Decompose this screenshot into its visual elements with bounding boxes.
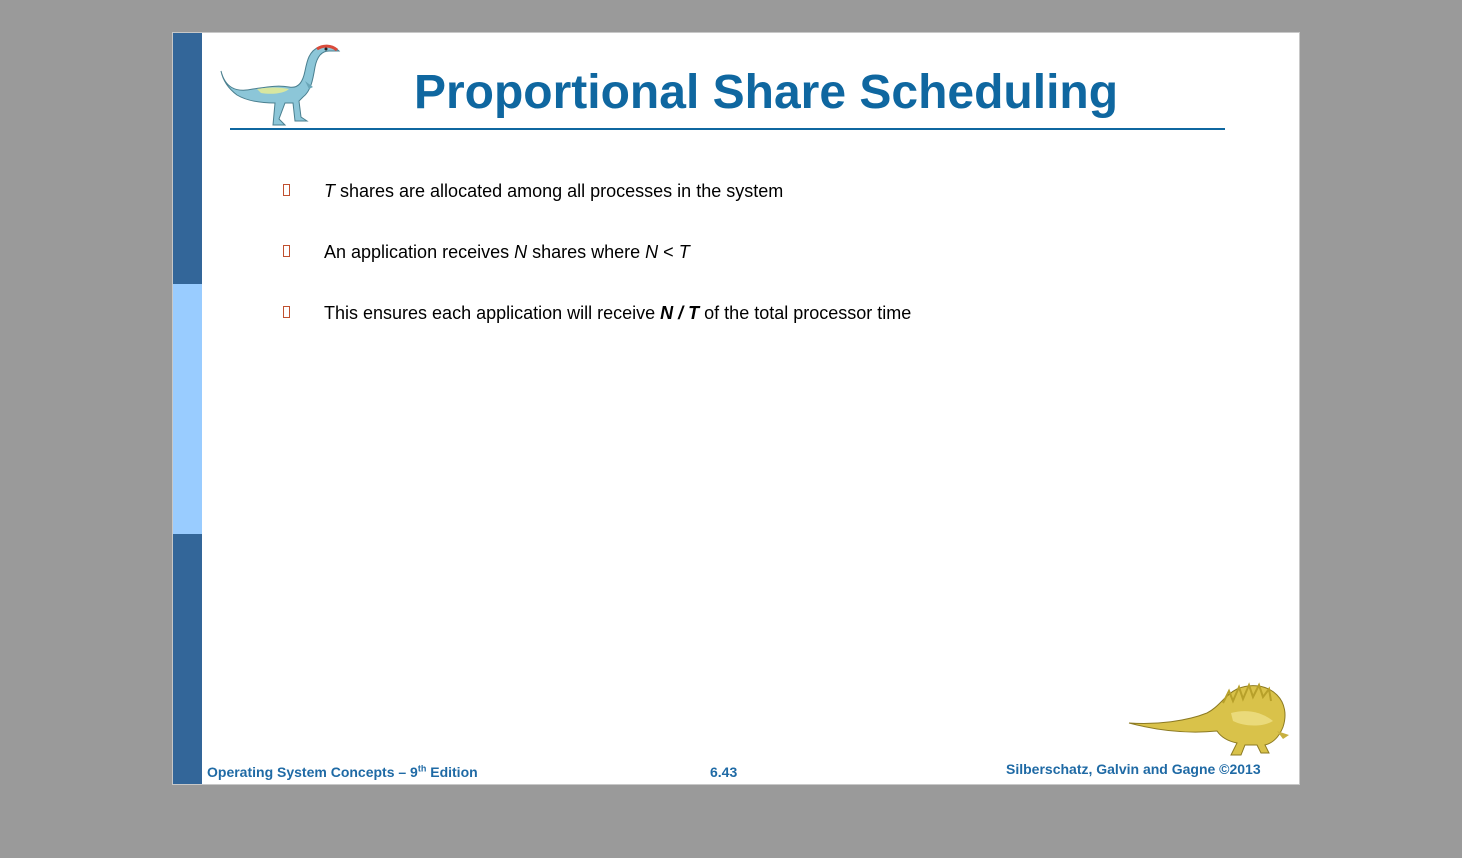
side-bar-middle-segment — [173, 284, 202, 534]
footer-authors: Silberschatz, Galvin and Gagne ©2013 — [1006, 761, 1261, 777]
side-bar-top-segment — [173, 33, 202, 284]
cond-var-t: T — [678, 242, 690, 262]
side-accent-bar — [173, 33, 202, 784]
square-bullet-icon — [283, 245, 290, 257]
side-bar-bottom-segment — [173, 534, 202, 784]
footer-edition-text: Edition — [426, 764, 478, 780]
cond-var-n: N — [645, 242, 659, 262]
square-bullet-icon — [283, 184, 290, 196]
dinosaur-icon — [1128, 682, 1289, 756]
bullet-body: shares are allocated among all processes… — [335, 181, 784, 201]
bullet-body: of the total processor time — [699, 303, 912, 323]
square-bullet-icon — [283, 306, 290, 318]
footer-ordinal-suffix: th — [417, 763, 427, 774]
ratio-n-over-t: N / T — [660, 303, 700, 323]
dinosaur-icon — [220, 44, 341, 126]
bullet-lead: This ensures each application will recei… — [324, 303, 661, 323]
var-n: N — [514, 242, 528, 262]
less-than: < — [658, 242, 679, 262]
bullet-text: This ensures each application will recei… — [324, 301, 911, 325]
slide-number: 6.43 — [710, 764, 738, 780]
slide: Proportional Share Scheduling T shares a… — [173, 33, 1299, 784]
footer-book-title: Operating System Concepts – 9th Edition — [207, 763, 478, 781]
title-underline — [230, 128, 1225, 130]
bullet-middle: shares where — [527, 242, 646, 262]
bullet-text: T shares are allocated among all process… — [324, 179, 783, 203]
var-t: T — [324, 181, 335, 201]
bullet-lead: An application receives — [324, 242, 515, 262]
footer-book-title-text: Operating System Concepts – 9 — [207, 764, 418, 780]
bullet-text: An application receives N shares where N… — [324, 240, 690, 264]
page-title: Proportional Share Scheduling — [413, 66, 1119, 119]
